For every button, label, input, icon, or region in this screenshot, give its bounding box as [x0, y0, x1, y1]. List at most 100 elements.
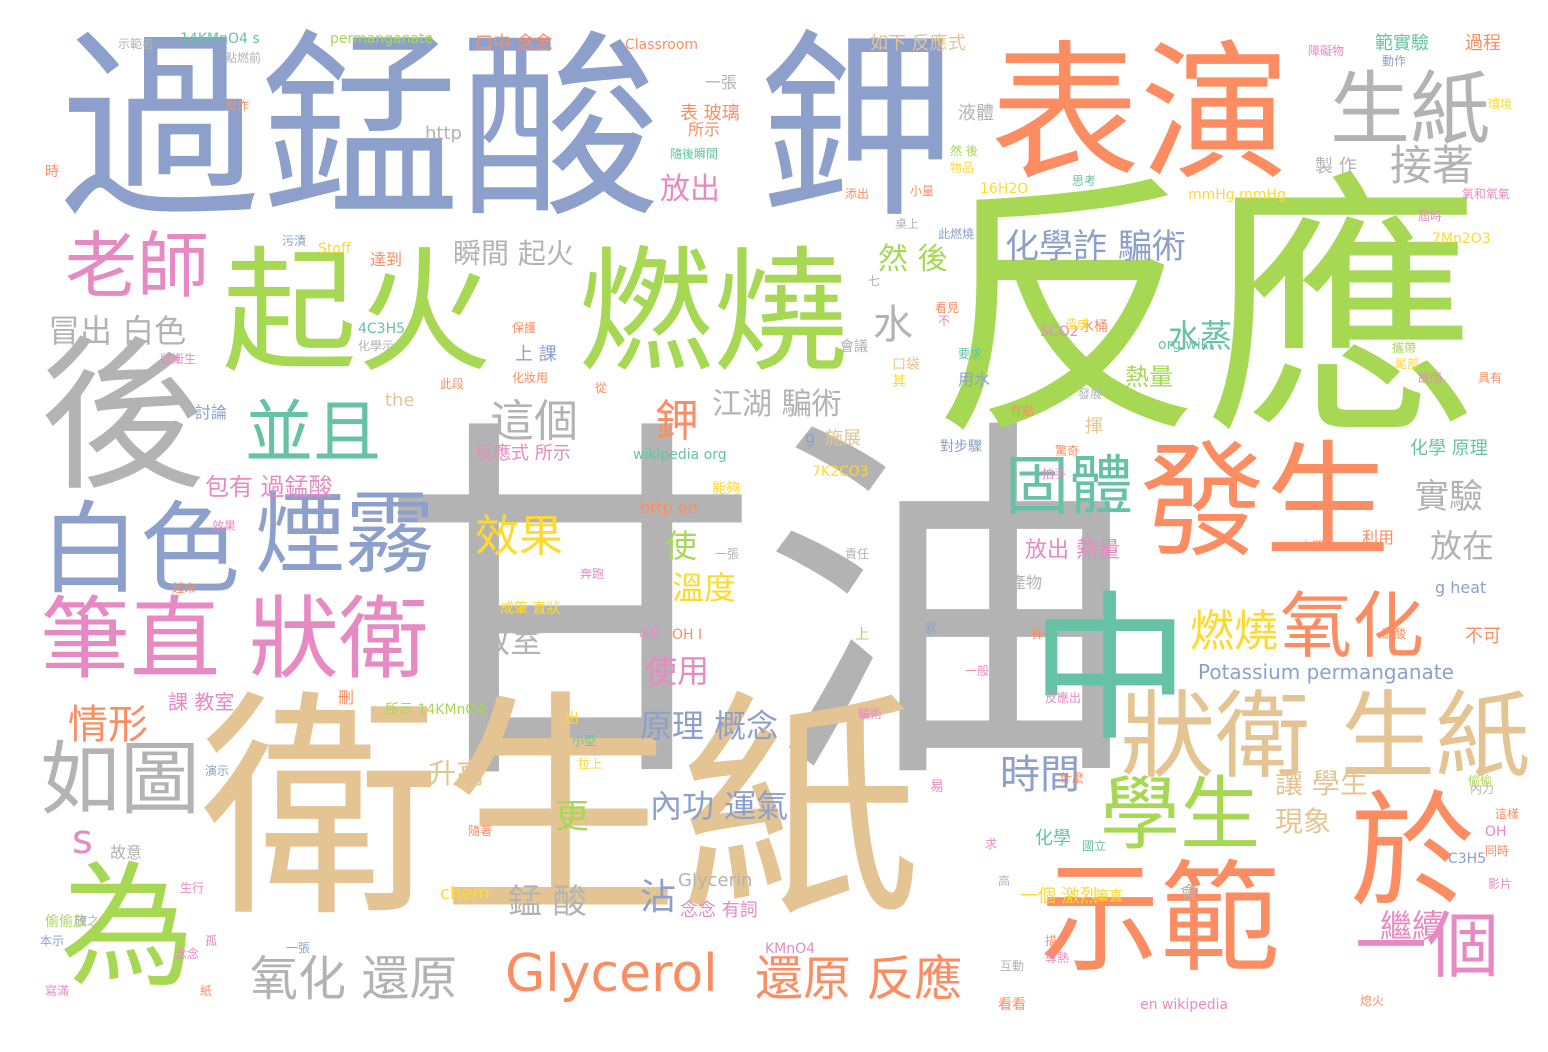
word-hui: 會	[1180, 883, 1198, 904]
word-qi-2: 描	[1045, 934, 1058, 948]
word-juyou: 具有	[1478, 371, 1503, 385]
word-yige-jilie: 一個 激烈	[1020, 886, 1098, 907]
word-xuesheng: 學生	[1100, 768, 1260, 861]
word-zhi-zuo: 製 作	[1315, 156, 1357, 177]
word-huanyuan-fanying: 還原 反應	[755, 951, 963, 1007]
word-shui: 水	[873, 302, 913, 348]
word-baoyou-guomengsuan: 包有 過錳酸	[205, 473, 333, 501]
word-yanshi: 演示	[205, 764, 230, 778]
word-laoshi: 老師	[65, 224, 210, 308]
word-youdian: 有點	[1010, 404, 1035, 418]
word-fanyingchu: 反應出	[1045, 691, 1082, 705]
word-shifanzhe: 示範者	[118, 37, 155, 51]
word-guti: 固體	[1005, 450, 1133, 524]
word-14kmno4-s: 14KMnO4 s	[180, 31, 260, 47]
word-zhangaiwu: 障礙物	[1308, 44, 1345, 58]
word-dongzuo: 動作	[1382, 54, 1407, 68]
word-qihuo: 起火	[222, 234, 492, 391]
word-fangchu-reliang: 放出 熱量	[1025, 538, 1120, 563]
word-guoli: 國立	[1082, 839, 1107, 853]
word-paishou: 驚奇	[1055, 444, 1080, 458]
word-hou: 後	[40, 321, 205, 513]
word-neigong-yunqi: 內功 運氣	[650, 787, 789, 825]
word-duibuzhou: 口袋	[892, 357, 920, 373]
word-huiyi: 高	[998, 874, 1011, 888]
word-zhi: 紙	[200, 984, 213, 998]
word-suizhe: 隨著	[468, 824, 493, 838]
word-zaocheng: 化學示	[358, 339, 395, 353]
word-ranshao-small: 燃燒	[1190, 606, 1278, 657]
word-potassium-permanganate: Potassium permanganate	[1198, 660, 1454, 684]
word-bu: 不	[938, 314, 951, 328]
word-tongshi: 這樣	[1495, 807, 1520, 821]
word-benpao: 一般	[965, 664, 990, 678]
word-buke: 不可	[1465, 626, 1501, 647]
word-wei: 為	[60, 849, 195, 1006]
word-7mn2o3: 7Mn2O3	[1432, 231, 1491, 247]
word-zhuangweisheng: 狀衛生	[160, 352, 197, 366]
word-zeren: 責任	[845, 547, 870, 561]
word-zhan: 沾	[640, 877, 677, 918]
word-ciduan: 此段	[440, 377, 465, 391]
word-zhege: 這個	[490, 396, 578, 447]
word-gancyou: 甘油	[380, 388, 1140, 831]
word-rang-xuesheng: 讓 學生	[1275, 767, 1368, 800]
word-bingqie: 並且	[245, 394, 382, 473]
word-kankan: 看看	[998, 997, 1026, 1013]
word-qiu: 同時	[1485, 844, 1510, 858]
word-biaoyan: 表演	[990, 28, 1291, 202]
word-taolun: 討論	[195, 403, 228, 422]
word-shunjian-qihuo: 瞬間 起火	[453, 237, 574, 270]
word-wendu: 溫度	[672, 569, 737, 607]
word-fanshiyan: 範實驗	[1375, 33, 1429, 54]
word-yu: 於	[1350, 780, 1475, 925]
word-xiaoguo: 效果	[475, 511, 563, 562]
word-xiedai: 尾部	[1395, 357, 1420, 371]
word-shizhan: 施展	[825, 428, 861, 449]
word-glycerin: Glycerin	[678, 870, 753, 891]
word-yanghe-yangqi: 氧和氧氣	[1462, 187, 1511, 201]
word-gu: 孤	[205, 934, 218, 948]
word-reliang: 熱量	[1125, 363, 1173, 391]
word-shiyong: 使用	[645, 652, 710, 690]
word-xieman: 寫滿	[45, 984, 70, 998]
word-xie: 導熱	[1045, 951, 1070, 965]
word-niannian-small: 念念	[175, 947, 200, 961]
word-ciranshao: 此燃燒	[938, 227, 975, 241]
word-5co2: 5CO2	[1040, 324, 1079, 340]
word-fanying: 反應	[930, 152, 1480, 472]
word-sikao: 添出	[845, 187, 870, 201]
word-shi: 時	[45, 164, 59, 180]
word-xiaoguo-pink: 效果	[212, 519, 237, 533]
word-kmno4: KMnO4	[765, 941, 816, 957]
word-baohu: 看見	[935, 301, 960, 315]
word-classroom: Classroom	[625, 37, 699, 53]
word-shengzhi-top: 生紙	[1330, 63, 1490, 156]
word-4c3h5: 4C3H5	[358, 321, 406, 337]
word-huazhuangyong: 化妝用	[512, 371, 549, 385]
word-fangzai: 放在	[1430, 527, 1495, 565]
word-shuai: 造成	[1065, 317, 1090, 331]
word-xianxiang: 現象	[1275, 805, 1332, 838]
word-yeti: 液體	[958, 103, 994, 124]
word-geng: 更	[555, 797, 589, 837]
word-liyong: 利用	[1362, 528, 1395, 547]
word-http-en: http en	[640, 498, 698, 517]
word-yuanli-gainian: 原理 概念	[640, 707, 779, 745]
word-en-wikipedia: en wikipedia	[1140, 997, 1229, 1013]
word-dianranqian: 點燃前	[225, 51, 262, 65]
word-guocheng: 過程	[1465, 33, 1501, 54]
word-g: g	[805, 428, 816, 447]
word-ranhou-small: 會議	[840, 339, 868, 355]
word-daore: 要求	[958, 347, 983, 361]
word-nenggou: 能夠	[712, 481, 740, 497]
word-wupin: 然 後	[950, 144, 978, 158]
word-jiezhe: 接著	[1390, 141, 1475, 190]
word-shenggao: 升高	[428, 757, 485, 790]
word-yige: 一個	[1355, 904, 1500, 988]
word-ke-jiaoshi: 課 教室	[168, 690, 235, 714]
word-toutou: 陳之	[75, 914, 100, 928]
word-chem: chem	[440, 883, 490, 904]
word-suihou-shunjian: 隨後瞬間	[670, 147, 719, 161]
word-shuitong: 水桶	[1080, 319, 1108, 335]
